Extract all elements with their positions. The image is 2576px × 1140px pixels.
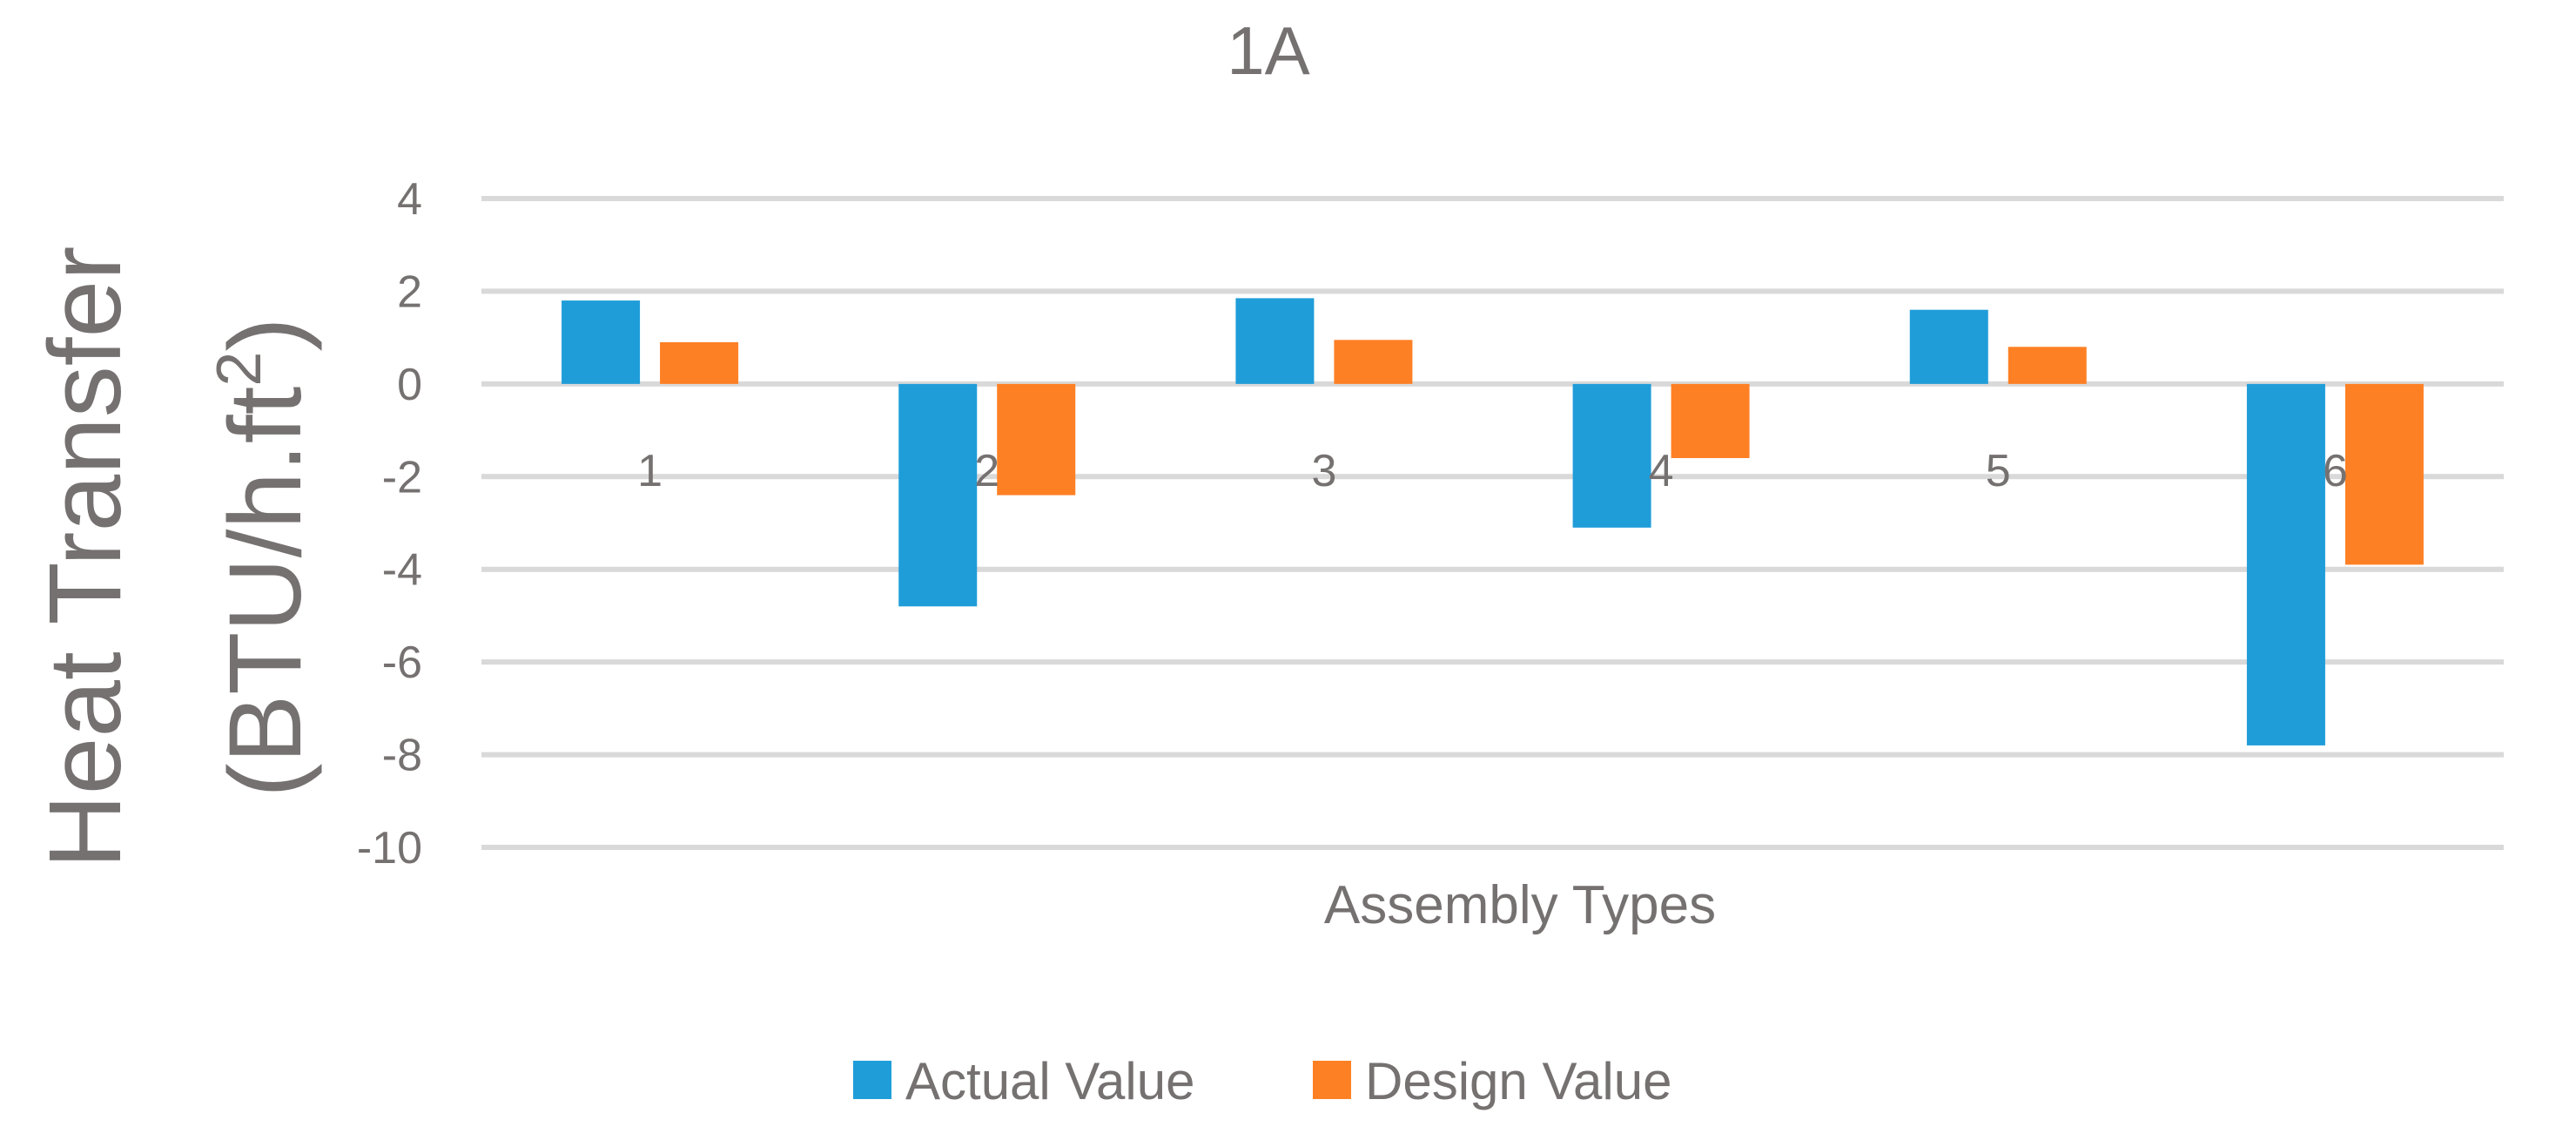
y-tick-label: 0	[397, 360, 422, 410]
x-category-label: 5	[1986, 446, 2011, 496]
legend-label: Actual Value	[905, 1052, 1194, 1110]
bar-design-6	[2344, 383, 2424, 565]
y-tick-label: 2	[397, 266, 422, 317]
legend-swatch	[1313, 1061, 1351, 1099]
x-axis-category-labels: 1 2 3 4 5 6	[637, 446, 2348, 496]
bar-actual-1	[562, 300, 641, 384]
bar-design-1	[660, 341, 739, 384]
bar-design-4	[1671, 383, 1750, 458]
y-axis-title-line1: Heat Transfer	[28, 246, 143, 869]
legend-swatch	[853, 1061, 891, 1099]
x-axis-title: Assembly Types	[1324, 875, 1716, 935]
y-tick-label: -8	[382, 731, 422, 781]
x-category-label: 3	[1311, 446, 1336, 496]
x-category-label: 1	[637, 446, 662, 496]
y-axis-title-superscript: 2	[205, 352, 274, 387]
bar-actual-4	[1572, 383, 1651, 528]
y-axis-tick-labels: 4 2 0 -2 -4 -6 -8 -10	[357, 174, 422, 874]
bar-actual-6	[2246, 383, 2325, 745]
gridlines	[481, 196, 2504, 850]
y-tick-label: -6	[382, 637, 422, 688]
bar-actual-3	[1235, 298, 1315, 384]
y-tick-label: -10	[357, 823, 422, 874]
y-axis-title-line2: (BTU/h.ft2)	[205, 317, 323, 797]
legend-label: Design Value	[1365, 1052, 1671, 1110]
y-tick-label: -2	[382, 452, 422, 503]
y-axis-title-close-paren: )	[208, 317, 323, 351]
y-axis-title-unit: (BTU/h.ft	[208, 387, 323, 798]
bar-design-3	[1334, 340, 1413, 384]
bars	[562, 298, 2424, 745]
legend: Actual Value Design Value	[853, 1052, 1671, 1110]
x-category-label: 2	[974, 446, 999, 496]
y-tick-label: -4	[382, 545, 422, 596]
bar-actual-2	[898, 383, 978, 607]
bar-design-2	[997, 383, 1076, 496]
y-axis-title: Heat Transfer (BTU/h.ft2)	[28, 246, 323, 869]
chart-title: 1A	[1227, 12, 1309, 89]
bar-design-5	[2008, 347, 2087, 384]
x-category-label: 4	[1649, 446, 1674, 496]
y-tick-label: 4	[397, 174, 422, 225]
x-category-label: 6	[2323, 446, 2348, 496]
bar-actual-5	[1909, 309, 1988, 384]
